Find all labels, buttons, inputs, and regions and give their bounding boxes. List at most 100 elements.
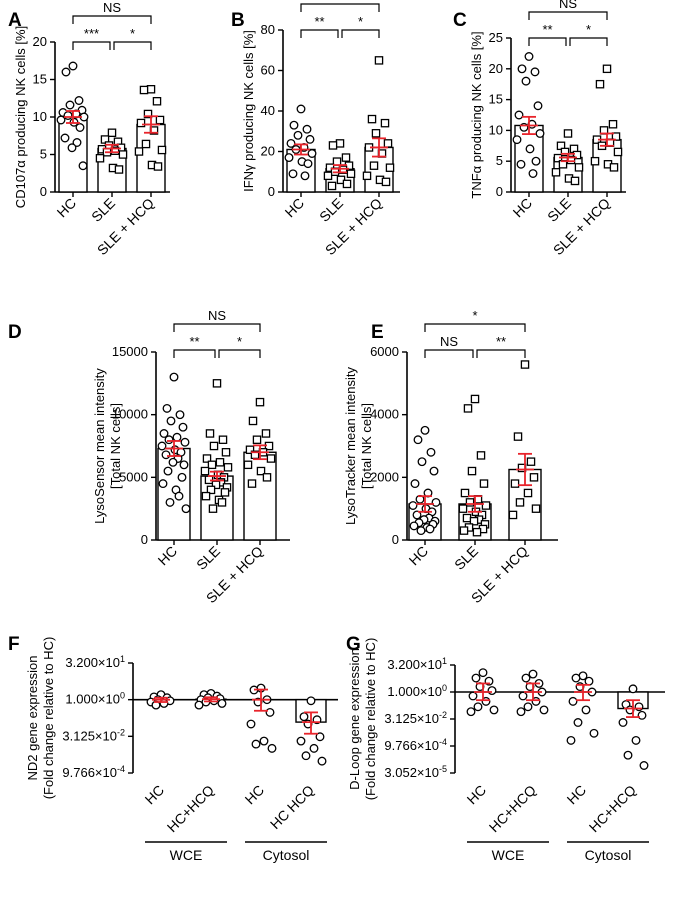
data-point xyxy=(302,124,312,134)
y-axis-label: D-Loop gene expression xyxy=(347,648,362,790)
y-tick-label: 5000 xyxy=(119,469,148,484)
y-tick-label: 3.200×101 xyxy=(387,656,447,672)
data-point xyxy=(220,488,230,497)
significance-label: * xyxy=(237,334,242,349)
y-tick-label: 3.125×10-2 xyxy=(62,727,125,743)
data-point xyxy=(200,466,210,476)
data-point xyxy=(256,466,266,476)
significance-label: ** xyxy=(314,14,324,29)
data-point xyxy=(317,756,327,766)
data-point xyxy=(510,479,520,488)
y-tick-label: 3.125×10-2 xyxy=(384,710,447,726)
data-point xyxy=(178,422,188,432)
y-tick-label: 15 xyxy=(33,72,47,87)
y-tick-label: 5 xyxy=(496,153,503,168)
y-tick-label: 10 xyxy=(33,109,47,124)
data-point xyxy=(296,736,306,746)
significance-bracket xyxy=(173,323,261,332)
data-point xyxy=(223,463,233,472)
data-point xyxy=(251,739,261,749)
y-tick-label: 0 xyxy=(496,184,503,199)
data-point xyxy=(65,100,75,110)
data-point xyxy=(574,163,584,172)
data-point xyxy=(332,157,342,166)
data-point xyxy=(265,707,275,717)
significance-label: ** xyxy=(542,22,552,37)
data-point xyxy=(168,457,178,467)
data-point xyxy=(78,161,88,171)
data-point xyxy=(315,732,325,742)
data-point xyxy=(528,169,538,178)
data-point xyxy=(60,133,70,143)
y-tick-label: 9.766×10-4 xyxy=(62,764,125,780)
data-point xyxy=(303,159,313,169)
y-tick-label: 1.000×100 xyxy=(65,691,125,707)
x-tick-label: HC xyxy=(281,195,307,221)
data-point xyxy=(481,501,491,510)
data-point xyxy=(469,516,479,526)
data-point xyxy=(177,472,187,482)
data-point xyxy=(570,176,580,186)
x-tick-label: SLE xyxy=(544,195,574,225)
x-tick-label: HC xyxy=(563,782,589,808)
data-point xyxy=(462,513,472,523)
significance-label: NS xyxy=(103,0,121,15)
data-point xyxy=(205,429,215,438)
y-axis-label: ND2 gene expression xyxy=(25,655,40,780)
data-point xyxy=(293,130,303,140)
data-point xyxy=(248,416,258,426)
data-point xyxy=(63,111,73,120)
panel-e: E 0 2000 4000 6000 LysoTracker mean intensity… xyxy=(343,308,558,606)
data-point xyxy=(259,736,269,746)
x-tick-label: HC HCQ xyxy=(267,782,317,832)
data-point xyxy=(520,360,530,369)
data-point xyxy=(408,501,418,510)
panel-c: C 0 5 10 15 20 25 TNFα producing NK cells [%] HC… xyxy=(453,0,626,258)
data-point xyxy=(551,168,561,177)
panel-f: F 9.766×10-4 3.125×10-2 1.000×100 3.200×101 N… xyxy=(8,634,338,863)
data-point xyxy=(516,159,526,169)
data-point xyxy=(489,705,499,715)
data-point xyxy=(179,460,189,470)
data-point xyxy=(301,751,311,761)
data-point xyxy=(429,466,439,476)
data-point xyxy=(426,447,436,457)
data-point xyxy=(221,448,231,457)
significance-bracket xyxy=(341,29,380,38)
data-point xyxy=(470,394,480,404)
significance-label: NS xyxy=(331,0,349,3)
data-point xyxy=(531,504,541,513)
data-point xyxy=(623,750,633,760)
y-tick-label: 5 xyxy=(40,147,47,162)
y-tick-label: 10000 xyxy=(112,407,148,422)
significance-label: * xyxy=(358,14,363,29)
data-point xyxy=(568,696,578,706)
significance-bracket xyxy=(72,41,111,50)
data-point xyxy=(289,120,299,130)
data-point xyxy=(61,67,71,77)
y-tick-label: 20 xyxy=(33,34,47,49)
panel-label: E xyxy=(371,322,384,343)
data-point xyxy=(300,171,310,181)
x-tick-label: HC+HCQ xyxy=(586,782,639,835)
data-point xyxy=(288,169,298,179)
data-point xyxy=(67,143,77,153)
y-axis-label: [Total NK cells] xyxy=(108,403,123,489)
y-tick-label: 20 xyxy=(261,144,275,159)
data-point xyxy=(467,466,477,476)
x-tick-label: HC xyxy=(141,782,167,808)
x-tick-label: HC xyxy=(509,195,535,221)
y-tick-label: 0 xyxy=(268,184,275,199)
data-point xyxy=(75,123,85,132)
y-tick-label: 3.200×101 xyxy=(65,654,125,670)
data-point xyxy=(466,707,476,717)
data-point xyxy=(420,425,430,435)
data-point xyxy=(245,445,255,455)
x-tick-label: HC xyxy=(53,195,79,221)
data-point xyxy=(566,735,576,745)
x-tick-label: SLE xyxy=(193,543,223,573)
data-point xyxy=(413,435,423,445)
data-point xyxy=(634,702,644,712)
data-point xyxy=(516,707,526,717)
data-point xyxy=(476,451,486,460)
